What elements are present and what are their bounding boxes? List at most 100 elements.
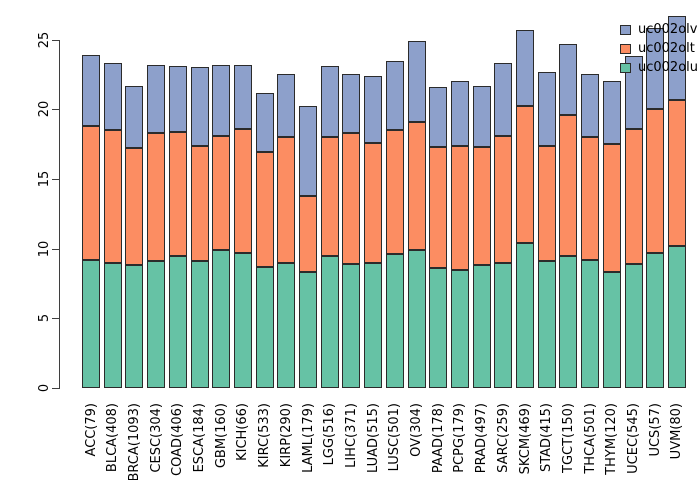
x-axis-label-text: CESC(304) (148, 403, 164, 473)
bar-segment-uc002olu-LGG(516) (320, 255, 339, 388)
y-tick (52, 39, 59, 41)
x-axis-label-text: PCPG(179) (452, 403, 468, 473)
x-axis-label-text: LIHC(371) (343, 403, 359, 468)
bar-segment-uc002olt-KIRC(533) (255, 152, 274, 267)
bar-segment-uc002olu-LAML(179) (299, 272, 317, 388)
bar-segment-uc002olv-STAD(415) (537, 71, 556, 146)
bar-segment-uc002olv-PCPG(179) (450, 81, 469, 146)
bar-segment-uc002olu-THYM(120) (602, 272, 621, 388)
bar-segment-uc002olv-LUSC(501) (385, 60, 404, 131)
bar-segment-uc002olu-LIHC(371) (342, 263, 361, 388)
bar-segment-uc002olt-LUAD(515) (364, 142, 383, 263)
bar-segment-uc002olu-THCA(501) (581, 259, 600, 388)
bar-segment-uc002olu-CESC(304) (147, 261, 166, 388)
bar-segment-uc002olv-COAD(406) (168, 66, 187, 132)
bar-segment-uc002olu-LUAD(515) (364, 262, 383, 388)
bar-segment-uc002olu-STAD(415) (537, 261, 556, 388)
y-tick-label-text: 0 (37, 383, 52, 393)
legend-label: uc002olt (638, 41, 695, 56)
bar-segment-uc002olt-LAML(179) (299, 195, 317, 273)
bar-segment-uc002olt-OV(304) (407, 121, 426, 251)
bar-segment-uc002olu-PRAD(497) (472, 265, 491, 388)
bar-segment-uc002olt-STAD(415) (537, 145, 556, 262)
bar-segment-uc002olt-THYM(120) (602, 144, 621, 273)
y-tick (52, 109, 59, 111)
bar-segment-uc002olv-KICH(66) (233, 64, 252, 129)
bar-segment-uc002olu-KIRC(533) (255, 266, 274, 388)
bar-segment-uc002olt-THCA(501) (581, 137, 600, 260)
bar-segment-uc002olt-ACC(79) (82, 126, 100, 260)
bar-segment-uc002olv-UCS(57) (646, 28, 665, 110)
bar-segment-uc002olv-LIHC(371) (342, 74, 361, 133)
bar-segment-uc002olt-LUSC(501) (385, 130, 404, 255)
bar-segment-uc002olv-TGCT(150) (559, 43, 578, 115)
bar-segment-uc002olu-TGCT(150) (559, 255, 578, 388)
bar-segment-uc002olv-KIRC(533) (255, 92, 274, 153)
x-axis-label-text: UCS(57) (647, 403, 663, 457)
bar-segment-uc002olv-OV(304) (407, 40, 426, 122)
y-tick-label-text: 5 (37, 314, 52, 323)
bar-segment-uc002olv-KIRP(290) (277, 74, 296, 138)
legend-swatch-orange-icon (620, 43, 631, 54)
bar-segment-uc002olu-SKCM(469) (516, 243, 534, 388)
bar-segment-uc002olt-COAD(406) (168, 131, 187, 256)
bar-segment-uc002olv-LAML(179) (299, 106, 317, 196)
bar-segment-uc002olu-UVM(80) (667, 245, 686, 388)
x-axis-label-text: KIRC(533) (257, 403, 273, 468)
bar-segment-uc002olt-SKCM(469) (516, 106, 534, 244)
x-axis-label-text: GBM(160) (213, 403, 229, 469)
y-tick-label-text: 25 (37, 31, 52, 48)
x-axis-label-text: KIRP(290) (278, 403, 294, 468)
x-axis-label-text: COAD(406) (170, 403, 186, 476)
bar-segment-uc002olv-ESCA(184) (190, 67, 209, 146)
y-tick-label-text: 20 (37, 101, 52, 118)
bar-segment-uc002olu-OV(304) (407, 250, 426, 388)
x-axis-label-text: KICH(66) (235, 403, 251, 461)
x-axis-label-text: BRCA(1093) (126, 403, 142, 480)
legend-swatch-green-icon (620, 62, 631, 73)
bar-segment-uc002olt-LGG(516) (320, 137, 339, 256)
x-axis-label-text: SKCM(469) (517, 403, 533, 475)
x-axis-label-text: PRAD(497) (474, 403, 490, 474)
x-axis-label-text: LGG(516) (322, 403, 338, 466)
bar-segment-uc002olv-BRCA(1093) (125, 85, 144, 149)
bar-segment-uc002olu-GBM(160) (212, 250, 231, 388)
bar-segment-uc002olu-PAAD(178) (429, 268, 448, 388)
x-axis-label-text: OV(304) (409, 403, 424, 457)
legend-item: uc002olt (620, 39, 698, 58)
bar-segment-uc002olt-UCEC(545) (624, 128, 643, 264)
bar-segment-uc002olu-KICH(66) (233, 252, 252, 388)
bar-segment-uc002olu-LUSC(501) (385, 254, 404, 388)
bar-segment-uc002olu-ESCA(184) (190, 261, 209, 388)
bar-segment-uc002olt-BRCA(1093) (125, 148, 144, 266)
legend-item: uc002olu (620, 58, 698, 77)
bar-segment-uc002olt-TGCT(150) (559, 114, 578, 256)
bar-segment-uc002olv-UVM(80) (667, 15, 686, 100)
bar-segment-uc002olu-SARC(259) (494, 262, 513, 388)
legend-label: uc002olv (638, 22, 698, 37)
x-axis-label-text: ESCA(184) (192, 403, 207, 473)
bar-segment-uc002olt-KIRP(290) (277, 137, 296, 263)
bar-segment-uc002olv-PRAD(497) (472, 85, 491, 147)
bar-segment-uc002olu-KIRP(290) (277, 262, 296, 388)
bar-segment-uc002olv-UCEC(545) (624, 56, 643, 129)
y-tick-label-text: 15 (37, 170, 52, 188)
y-tick (52, 178, 59, 180)
x-axis-label-text: LUAD(515) (365, 403, 381, 473)
bar-segment-uc002olv-LUAD(515) (364, 75, 383, 143)
bar-segment-uc002olt-GBM(160) (212, 135, 231, 251)
y-tick (52, 248, 59, 250)
y-tick (52, 318, 59, 320)
x-axis-label-text: UCEC(545) (626, 403, 641, 474)
bar-segment-uc002olu-PCPG(179) (450, 269, 469, 388)
bar-segment-uc002olu-COAD(406) (168, 255, 187, 388)
bar-segment-uc002olt-UVM(80) (667, 99, 686, 246)
bar-segment-uc002olv-THCA(501) (581, 74, 600, 138)
x-axis-label-text: STAD(415) (539, 403, 555, 473)
bar-segment-uc002olt-LIHC(371) (342, 132, 361, 264)
bar-segment-uc002olt-ESCA(184) (190, 145, 209, 262)
bar-segment-uc002olv-GBM(160) (212, 64, 231, 136)
bar-segment-uc002olt-PCPG(179) (450, 145, 469, 270)
x-axis-label-text: THYM(120) (604, 403, 620, 475)
